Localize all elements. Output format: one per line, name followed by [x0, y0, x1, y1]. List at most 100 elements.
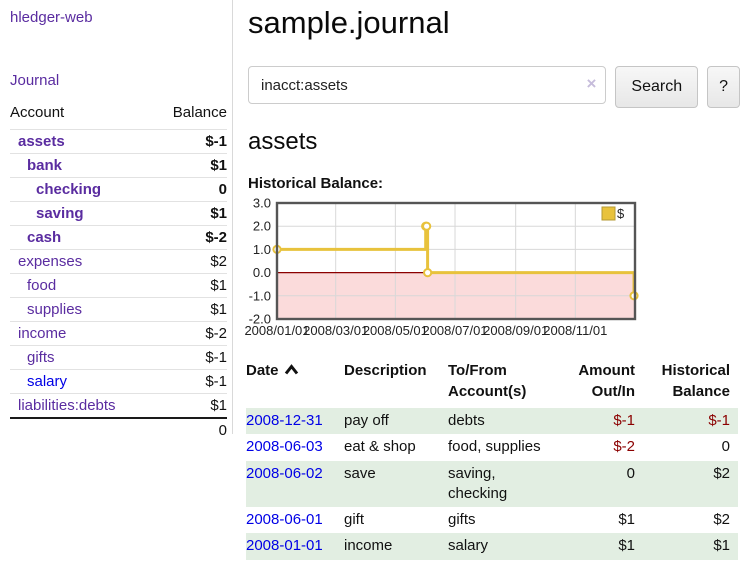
svg-text:1.0: 1.0 [253, 242, 271, 257]
account-link-saving[interactable]: saving [36, 205, 84, 222]
main-content: sample.journal × Search ? assets Histori… [244, 0, 740, 560]
account-row: liabilities:debts $1 [10, 393, 227, 418]
svg-text:-2.0: -2.0 [249, 312, 271, 327]
transaction-balance: $2 [713, 511, 730, 528]
account-row: assets $-1 [10, 129, 227, 154]
transaction-description: save [344, 464, 376, 482]
register-row: 2008-06-02 save saving, checking 0 $2 [246, 460, 738, 507]
account-link-expenses[interactable]: expenses [18, 253, 83, 270]
account-link-cash[interactable]: cash [27, 229, 62, 246]
transaction-accounts: debts [448, 412, 485, 429]
register-row: 2008-06-03 eat & shop food, supplies $-2 0 [246, 434, 738, 460]
sidebar-item-journal[interactable]: Journal [10, 72, 60, 89]
account-link-bank[interactable]: bank [27, 157, 63, 174]
transaction-date-link[interactable]: 2008-12-31 [246, 412, 323, 429]
account-link-food[interactable]: food [27, 277, 57, 294]
transaction-balance: 0 [721, 438, 730, 456]
search-input[interactable] [248, 66, 607, 104]
register-header-amount[interactable]: Amount Out/In [578, 362, 635, 400]
transaction-amount: 0 [626, 464, 635, 482]
search-input-wrap: × [248, 66, 607, 108]
accounts-table: Account Balance assets $-1 bank $1 checking 0… [10, 104, 227, 442]
account-row: bank $1 [10, 153, 227, 178]
transaction-accounts: food, supplies [448, 438, 541, 456]
accounts-total-value: 0 [10, 417, 227, 442]
register-header-accounts[interactable]: To/From Account(s) [448, 362, 527, 400]
register-header-date[interactable]: Date [246, 358, 344, 408]
account-balance: $1 [153, 393, 227, 418]
transaction-amount: $-1 [613, 412, 635, 429]
account-row: checking 0 [10, 177, 227, 202]
transaction-description: pay off [344, 412, 389, 429]
account-link-salary[interactable]: salary [27, 373, 68, 390]
account-row: cash $-2 [10, 225, 227, 250]
transaction-amount: $1 [618, 537, 635, 555]
register-header-balance[interactable]: Historical Balance [661, 362, 730, 400]
svg-text:2.0: 2.0 [253, 219, 271, 234]
svg-text:$: $ [617, 206, 625, 221]
register-row: 2008-06-01 gift gifts $1 $2 [246, 507, 738, 533]
account-row: salary $-1 [10, 369, 227, 394]
svg-text:2008/07/01: 2008/07/01 [422, 323, 487, 338]
svg-text:-1.0: -1.0 [249, 288, 271, 303]
svg-text:3.0: 3.0 [253, 196, 271, 211]
register-row: 2008-01-01 income salary $1 $1 [246, 533, 738, 560]
accounts-header-account: Account [10, 104, 65, 121]
transaction-description: gift [344, 511, 365, 528]
svg-text:2008/09/01: 2008/09/01 [483, 323, 548, 338]
account-balance: $-2 [153, 225, 227, 250]
transaction-date-link[interactable]: 2008-06-03 [246, 438, 323, 456]
account-row: gifts $-1 [10, 345, 227, 370]
account-row: income $-2 [10, 321, 227, 346]
accounts-header-balance: Balance [172, 104, 227, 121]
account-link-gifts[interactable]: gifts [27, 349, 55, 366]
sidebar: hledger-web Journal Account Balance asse… [0, 0, 233, 442]
historical-balance-chart: 3.0 2.0 1.0 0.0 -1.0 -2.0 2008/01/01 2008/03/01… [240, 196, 740, 349]
transaction-balance: $2 [713, 464, 730, 482]
account-balance: $1 [153, 201, 227, 226]
account-balance: $1 [153, 273, 227, 298]
account-link-income[interactable]: income [18, 325, 67, 342]
app-title-link[interactable]: hledger-web [10, 9, 93, 26]
page-title: sample.journal [248, 5, 450, 40]
svg-text:0.0: 0.0 [253, 265, 271, 280]
search-form: × Search ? [248, 66, 740, 108]
account-link-liabilities-debts[interactable]: liabilities:debts [18, 397, 116, 414]
transaction-description: eat & shop [344, 438, 416, 456]
transaction-date-link[interactable]: 2008-01-01 [246, 537, 323, 555]
account-title: assets [248, 128, 318, 155]
chart-svg: 3.0 2.0 1.0 0.0 -1.0 -2.02008/01/012008/03/01… [244, 196, 639, 338]
register-header-description[interactable]: Description [344, 362, 427, 379]
account-link-assets[interactable]: assets [18, 133, 65, 150]
account-balance: $1 [153, 153, 227, 178]
sort-ascending-icon [284, 364, 298, 375]
search-button[interactable]: Search [615, 66, 699, 108]
account-balance: $-2 [153, 321, 227, 346]
account-balance: $-1 [153, 345, 227, 370]
transaction-date-link[interactable]: 2008-06-02 [246, 464, 323, 482]
transaction-accounts: gifts [448, 511, 476, 528]
transaction-accounts: salary [448, 537, 489, 555]
accounts-total-row: 0 [10, 417, 227, 442]
account-row: saving $1 [10, 201, 227, 226]
account-link-supplies[interactable]: supplies [27, 301, 83, 318]
svg-text:2008/01/01: 2008/01/01 [244, 323, 309, 338]
account-balance: $2 [153, 249, 227, 274]
register-header-row: Date Description To/From Account(s) Amou… [246, 358, 738, 408]
account-row: expenses $2 [10, 249, 227, 274]
account-row: food $1 [10, 273, 227, 298]
transaction-balance: $1 [713, 537, 730, 555]
register-table: Date Description To/From Account(s) Amou… [246, 358, 738, 560]
transaction-accounts: saving, checking [448, 464, 508, 502]
transaction-date-link[interactable]: 2008-06-01 [246, 511, 323, 528]
transaction-amount: $1 [618, 511, 635, 528]
chart-label: Historical Balance: [248, 175, 384, 192]
account-row: supplies $1 [10, 297, 227, 322]
transaction-description: income [344, 537, 393, 555]
transaction-amount: $-2 [613, 438, 635, 456]
account-balance: $1 [153, 297, 227, 322]
help-button[interactable]: ? [707, 66, 740, 108]
account-link-checking[interactable]: checking [36, 181, 102, 198]
svg-text:2008/03/01: 2008/03/01 [303, 323, 368, 338]
clear-search-icon[interactable]: × [586, 74, 597, 93]
